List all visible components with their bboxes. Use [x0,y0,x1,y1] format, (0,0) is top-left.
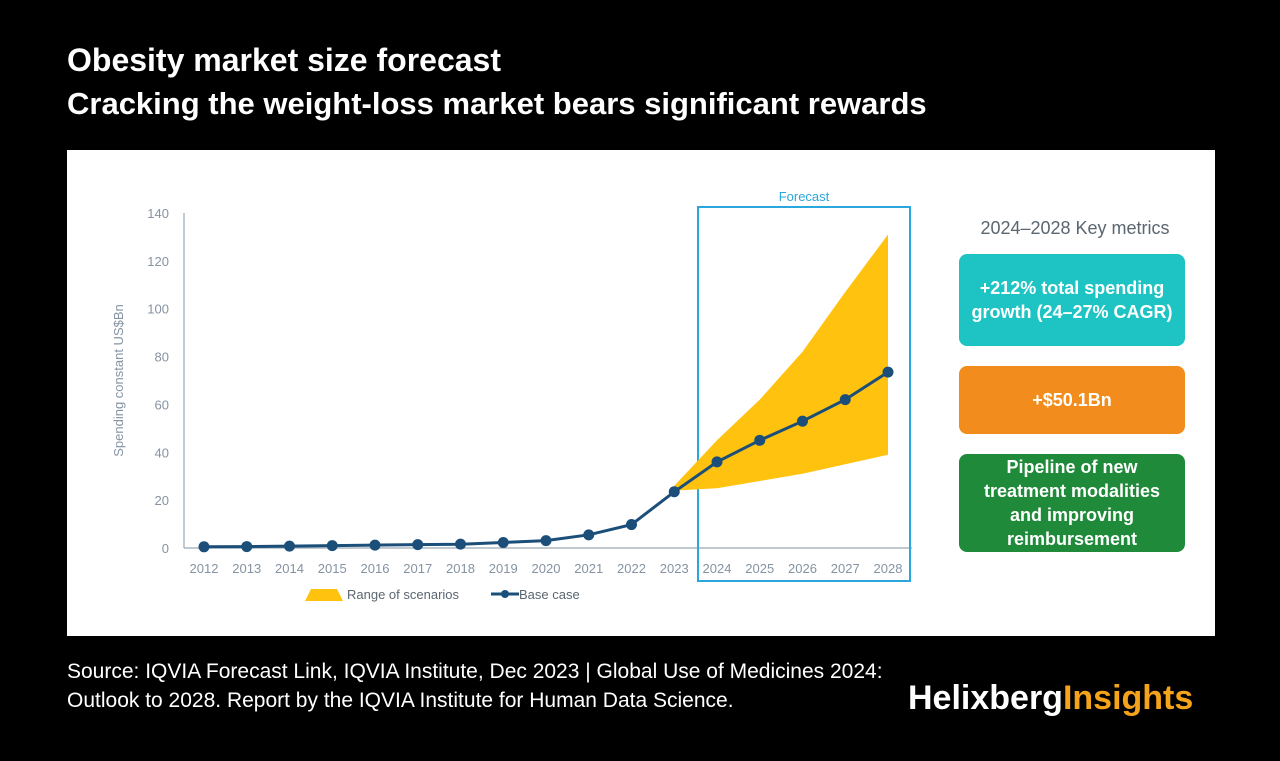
x-tick-label: 2019 [489,561,518,576]
base-case-point [455,538,466,550]
x-tick-label: 2023 [660,561,689,576]
base-case-point [412,539,424,551]
page-title: Obesity market size forecast [67,42,501,78]
spending-chart: 0 20 40 60 80 100 120 140 2012 2013 2014 2015 2016 20… [111,189,912,602]
x-tick-label: 2024 [703,561,732,576]
x-tick-label: 2022 [617,561,646,576]
base-case-point [583,529,595,541]
base-case-point [198,541,210,553]
base-case-point [497,536,509,548]
x-tick-label: 2012 [190,561,219,576]
y-tick-label: 40 [155,445,169,460]
x-tick-label: 2026 [788,561,817,576]
base-case-point [668,486,680,498]
metric-card-growth-text: +212% total spending growth (24–27% CAGR… [971,278,1173,322]
metric-card-pipeline: Pipeline of new treatment modalities and… [959,454,1185,552]
base-case-point [754,434,766,446]
metrics-title: 2024–2028 Key metrics [980,218,1170,238]
base-case-point [241,541,253,553]
x-tick-label: 2016 [361,561,390,576]
base-case-point [839,394,851,406]
x-tick-label: 2027 [831,561,860,576]
y-axis-label: Spending constant US$Bn [111,304,126,457]
legend-range-label: Range of scenarios [347,587,460,602]
y-tick-label: 20 [155,493,169,508]
metric-card-value: +$50.1Bn [959,366,1185,434]
y-tick-label: 80 [155,350,169,365]
x-tick-label: 2018 [446,561,475,576]
x-tick-label: 2013 [232,561,261,576]
legend-base-label: Base case [519,587,580,602]
brand-logo: HelixbergInsights [908,676,1193,720]
y-tick-label: 60 [155,397,169,412]
y-tick-label: 100 [147,302,169,317]
brand-logo-part1: Helixberg [908,679,1063,717]
source-note: Source: IQVIA Forecast Link, IQVIA Insti… [67,660,883,712]
base-case-point [711,456,723,468]
range-of-scenarios-area [674,234,888,491]
x-tick-label: 2020 [532,561,561,576]
metric-card-pipeline-text: Pipeline of new treatment modalities and… [983,457,1161,549]
y-tick-label: 120 [147,254,169,269]
base-case-point [369,539,381,551]
base-case-point [626,519,637,531]
x-tick-label: 2015 [318,561,347,576]
forecast-label: Forecast [779,189,830,204]
legend-base-marker [501,590,509,598]
y-tick-label: 0 [162,541,169,556]
brand-logo-part2: Insights [1062,679,1194,717]
y-tick-label: 140 [147,206,169,221]
x-tick-label: 2014 [275,561,304,576]
x-tick-label: 2017 [403,561,432,576]
x-tick-label: 2021 [574,561,603,576]
base-case-point [540,535,552,547]
metric-card-growth: +212% total spending growth (24–27% CAGR… [959,254,1185,346]
chart-panel: 0 20 40 60 80 100 120 140 2012 2013 2014 2015 2016 20… [67,150,1215,636]
base-case-point [882,366,894,378]
base-case-point [284,540,295,552]
metric-card-value-text: +$50.1Bn [1032,390,1112,410]
legend-range-swatch [305,589,343,601]
x-tick-label: 2025 [745,561,774,576]
page-subtitle: Cracking the weight-loss market bears si… [67,86,927,121]
base-case-point [326,540,338,552]
forecast-box [697,206,911,582]
x-tick-label: 2028 [874,561,903,576]
base-case-point [797,415,808,427]
